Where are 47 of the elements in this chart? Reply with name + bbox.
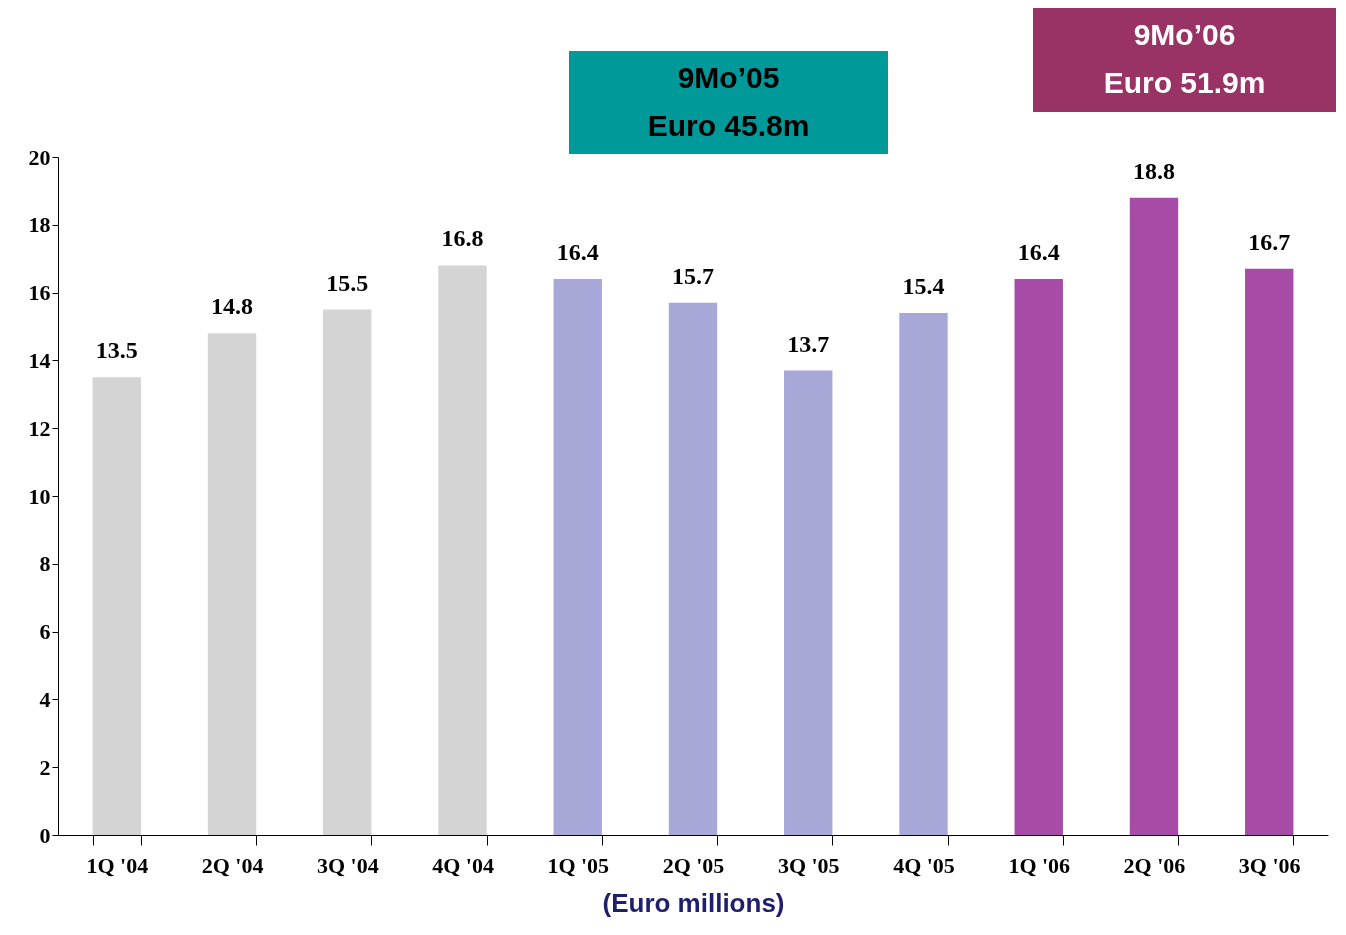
data-label: 15.7 (672, 262, 714, 289)
y-tick-label: 4 (39, 686, 51, 712)
x-tick-label: 4Q '04 (432, 852, 494, 878)
bar (899, 312, 948, 835)
data-label: 14.8 (211, 293, 254, 320)
data-label: 18.8 (1132, 157, 1175, 184)
x-tick-label: 2Q '04 (201, 852, 264, 878)
data-label: 15.4 (902, 272, 945, 299)
x-tick-label: 1Q '05 (547, 852, 610, 878)
x-tick-label: 3Q '04 (316, 852, 379, 878)
data-label: 16.7 (1248, 228, 1291, 255)
bar (323, 309, 372, 835)
x-tick-label: 3Q '06 (1238, 852, 1301, 878)
y-tick-label: 16 (28, 280, 51, 306)
y-tick-label: 20 (28, 144, 51, 170)
text: 9Mo’06 Euro 51.9m (1103, 18, 1266, 99)
x-tick-label: 3Q '05 (777, 852, 840, 878)
bar (92, 377, 141, 835)
data-label: 16.4 (1017, 239, 1060, 266)
x-tick-label: 2Q '05 (662, 852, 725, 878)
bar (438, 265, 487, 835)
y-tick-label: 18 (28, 212, 51, 238)
y-tick-label: 8 (39, 551, 51, 577)
data-label: 16.4 (556, 239, 599, 266)
x-tick-label: 4Q '05 (893, 852, 955, 878)
text: 9Mo’05 Euro 45.8m (647, 60, 810, 142)
y-tick-label: 10 (28, 483, 51, 509)
data-label: 16.8 (441, 225, 484, 252)
x-tick-label: 2Q '06 (1123, 852, 1186, 878)
bar (784, 370, 833, 835)
bar (553, 279, 602, 835)
bar (1245, 268, 1294, 835)
x-tick-label: 1Q '04 (86, 852, 149, 878)
bar (668, 302, 718, 835)
y-tick-label: 6 (39, 619, 51, 645)
y-tick-label: 0 (39, 822, 51, 848)
bar (1014, 279, 1063, 835)
x-tick-label: 1Q '06 (1008, 852, 1071, 878)
y-tick-label: 12 (28, 415, 51, 441)
y-tick-label: 14 (28, 347, 51, 373)
data-label: 13.7 (787, 330, 830, 357)
data-label: 15.5 (326, 269, 369, 296)
data-label: 13.5 (95, 337, 138, 364)
x-axis-title: (Euro millions) (602, 887, 785, 918)
y-tick-label: 2 (39, 754, 51, 780)
bar (1129, 197, 1179, 835)
bar (207, 333, 257, 835)
